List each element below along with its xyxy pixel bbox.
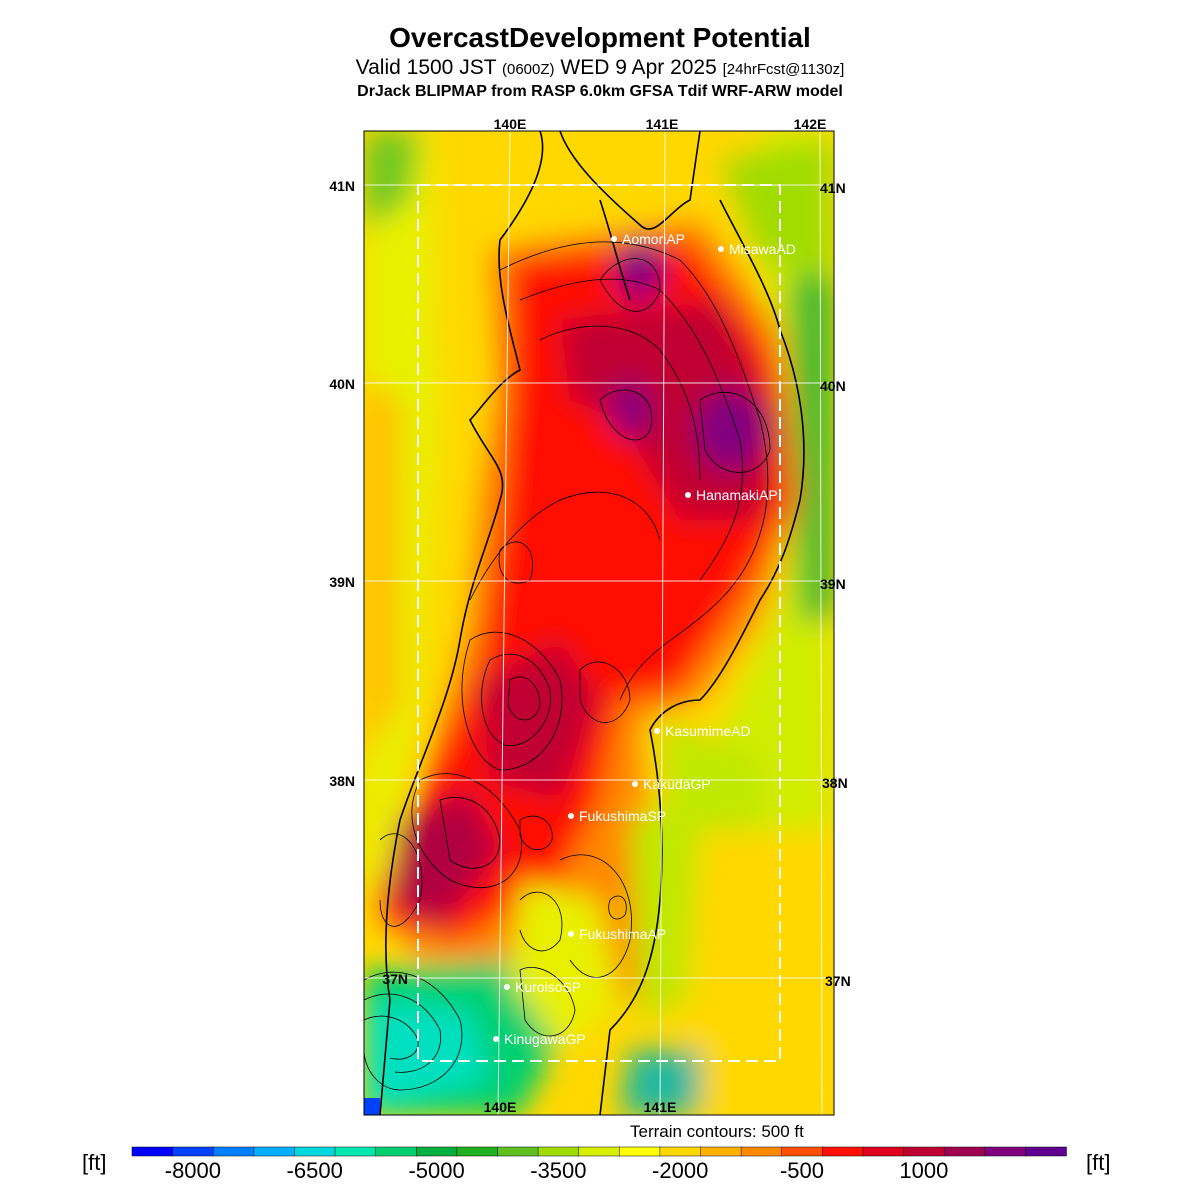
station-fukushimaap: FukushimaAP	[568, 926, 666, 942]
svg-text:KasumimeAD: KasumimeAD	[665, 723, 751, 739]
svg-text:KinugawaGP: KinugawaGP	[504, 1031, 586, 1047]
colorbar-swatch	[294, 1146, 336, 1157]
colorbar-swatch	[903, 1146, 945, 1157]
colorbar-swatch	[781, 1146, 824, 1157]
lat-label-left: 40N	[329, 376, 355, 392]
station-kakudagp: KakudaGP	[632, 776, 711, 792]
station-fukushimasp: FukushimaSP	[568, 808, 666, 824]
colorbar-tick-label: -8000	[165, 1158, 221, 1183]
station-aomoriap: AomoriAP	[611, 231, 685, 247]
overcast-field	[364, 131, 834, 1115]
lat-label-left: 41N	[329, 178, 355, 194]
station-kuroisosp: KuroisoSP	[504, 979, 581, 995]
station-kinugawagp: KinugawaGP	[493, 1031, 586, 1047]
colorbar-swatch	[497, 1146, 539, 1157]
axis-labels: 140E 141E 142E 41N 40N 39N 38N 37N 41N 4…	[329, 116, 850, 1115]
map-frame	[363, 130, 835, 1116]
colorbar-tick-label: -3500	[530, 1158, 586, 1183]
svg-text:KuroisoSP: KuroisoSP	[515, 979, 581, 995]
colorbar-swatch	[375, 1146, 418, 1157]
colorbar-ticks: -8000 -6500 -5000 -3500 -2000 -500 1000	[165, 1158, 949, 1183]
colorbar-swatch	[172, 1146, 214, 1157]
colorbar-swatch	[131, 1146, 174, 1157]
svg-text:MisawaAD: MisawaAD	[729, 241, 796, 257]
lat-label-right: 40N	[820, 378, 846, 394]
model-line: DrJack BLIPMAP from RASP 6.0km GFSA Tdif…	[357, 83, 843, 100]
lat-label-left: 39N	[329, 574, 355, 590]
station-kasumimead: KasumimeAD	[654, 723, 751, 739]
utc-time: (0600Z)	[502, 61, 555, 78]
colorbar-swatch	[253, 1146, 296, 1157]
lon-label-bottom: 141E	[644, 1099, 677, 1115]
colorbar-unit-left: [ft]	[82, 1150, 106, 1175]
colorbar-swatch	[537, 1146, 580, 1157]
colorbar-swatch	[984, 1146, 1027, 1157]
svg-text:KakudaGP: KakudaGP	[643, 776, 711, 792]
lat-lon-grid	[364, 130, 834, 1116]
lat-label-left: 38N	[329, 773, 355, 789]
svg-text:FukushimaAP: FukushimaAP	[579, 926, 666, 942]
svg-text:FukushimaSP: FukushimaSP	[579, 808, 666, 824]
colorbar-swatch	[700, 1146, 742, 1157]
colorbar-swatch	[862, 1146, 905, 1157]
stations: AomoriAP MisawaAD HanamakiAP KasumimeAD …	[493, 231, 796, 1047]
colorbar-swatch	[456, 1146, 499, 1157]
lon-label-top: 142E	[794, 116, 827, 132]
valid-time: Valid 1500 JST	[355, 56, 497, 79]
forecast-info: [24hrFcst@1130z]	[722, 61, 845, 78]
coastline	[379, 131, 805, 1115]
colorbar	[131, 1146, 1067, 1157]
station-misawaad: MisawaAD	[718, 241, 796, 257]
terrain-note: Terrain contours: 500 ft	[630, 1122, 804, 1141]
colorbar-swatch	[1025, 1146, 1067, 1157]
colorbar-tick-label: -6500	[287, 1158, 343, 1183]
svg-text:HanamakiAP: HanamakiAP	[696, 487, 778, 503]
lat-label-left: 37N	[382, 971, 408, 987]
colorbar-swatch	[659, 1146, 702, 1157]
colorbar-unit-right: [ft]	[1086, 1150, 1110, 1175]
lon-label-top: 140E	[494, 116, 527, 132]
map-subtitle: Valid 1500 JST (0600Z) WED 9 Apr 2025 [2…	[0, 56, 1200, 80]
colorbar-swatch	[943, 1146, 986, 1157]
colorbar-swatch	[619, 1146, 661, 1157]
colorbar-tick-label: -500	[780, 1158, 824, 1183]
colorbar-swatch	[334, 1146, 377, 1157]
colorbar-swatch	[578, 1146, 621, 1157]
lat-label-right: 38N	[822, 775, 848, 791]
colorbar-swatch	[212, 1146, 255, 1157]
station-hanamakiap: HanamakiAP	[685, 487, 778, 503]
colorbar-swatch	[740, 1146, 783, 1157]
lat-label-right: 39N	[820, 576, 846, 592]
lon-label-bottom: 140E	[484, 1099, 517, 1115]
lat-label-right: 41N	[820, 180, 846, 196]
colorbar-tick-label: -2000	[652, 1158, 708, 1183]
colorbar-swatch	[822, 1146, 864, 1157]
colorbar-labels: [ft] [ft]	[82, 1150, 1110, 1175]
terrain-contours	[364, 241, 771, 1091]
lon-label-top: 141E	[646, 116, 679, 132]
colorbar-swatch	[416, 1146, 458, 1157]
svg-text:AomoriAP: AomoriAP	[622, 231, 685, 247]
colorbar-tick-label: 1000	[899, 1158, 948, 1183]
map-title: OvercastDevelopment Potential	[389, 22, 811, 53]
valid-date: WED 9 Apr 2025	[560, 56, 717, 79]
lat-label-right: 37N	[825, 973, 851, 989]
inner-domain-boundary	[417, 184, 781, 1062]
colorbar-tick-label: -5000	[408, 1158, 464, 1183]
